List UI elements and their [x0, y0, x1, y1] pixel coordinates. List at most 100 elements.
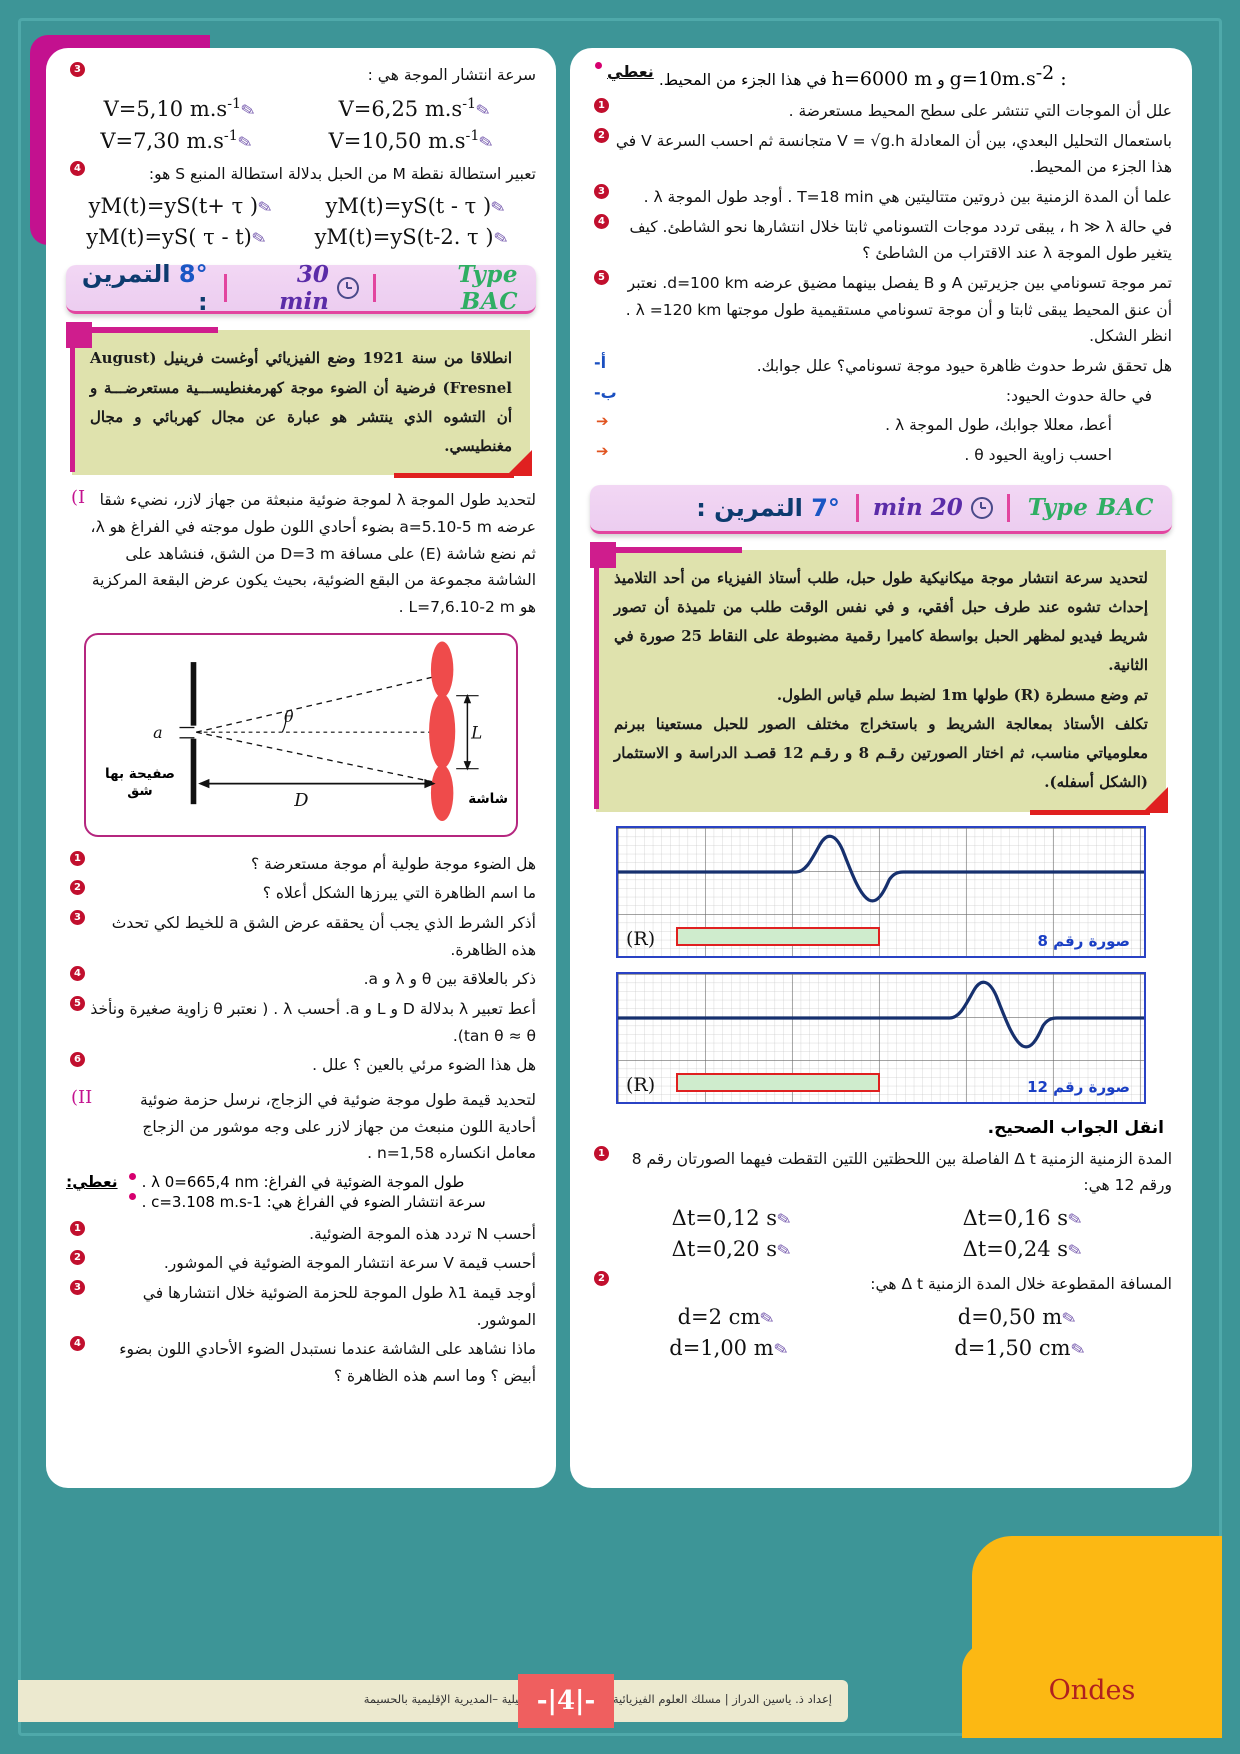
- part-2-text: لتحديد قيمة طول موجة ضوئية في الزجاج، نر…: [140, 1090, 536, 1163]
- chapter-tag-box: Ondes: [962, 1642, 1222, 1738]
- mcq-option[interactable]: yM(t)=yS(t - τ )✎: [325, 194, 508, 220]
- mcq-option[interactable]: Δt=0,12 s✎: [671, 1206, 794, 1232]
- mcq-option[interactable]: V=6,25 m.s-1✎: [338, 95, 493, 122]
- mcq-option[interactable]: yM(t)=yS( τ - t)✎: [86, 225, 269, 251]
- right-column: نعطي : g=10m.s-2 و h=6000 m في هذا الجزء…: [570, 48, 1192, 1488]
- statement-text-right: لتحديد سرعة انتشار موجة ميكانيكية طول حب…: [596, 549, 1166, 812]
- mcq-row-q4-a: yM(t)=yS(t+ τ )✎ yM(t)=yS(t - τ )✎: [66, 194, 536, 220]
- mcq-question-1: 1 المدة الزمنية الزمنية Δ t الفاصلة بين …: [590, 1145, 1172, 1199]
- pencil-icon: ✎: [489, 197, 508, 220]
- question-number: 2: [594, 1271, 609, 1286]
- mcq-option[interactable]: d=0,50 m✎: [957, 1304, 1079, 1330]
- part-2-row: II) لتحديد قيمة طول موجة ضوئية في الزجاج…: [66, 1087, 536, 1167]
- question-text: باستعمال التحليل البعدي، بين أن المعادلة…: [615, 131, 1172, 177]
- clock-icon: [336, 277, 359, 300]
- separator: [855, 493, 859, 522]
- oscillogram-svg-12: [618, 973, 1144, 1102]
- mcq-row-1b: Δt=0,20 s✎ Δt=0,24 s✎: [590, 1237, 1172, 1263]
- type-bac-label: Type BAC: [1027, 494, 1154, 522]
- mcq-row-q3-a: V=5,10 m.s-1✎ V=6,25 m.s-1✎: [66, 95, 536, 122]
- exercise-header-7: Type BAC 20 min 7° التمرين :: [590, 484, 1172, 534]
- chapter-tag-label: Ondes: [1048, 1674, 1136, 1706]
- conjunction: و: [937, 71, 945, 90]
- mcq-option[interactable]: yM(t)=yS(t+ τ )✎: [88, 194, 275, 220]
- sub-text-b: في حالة حدوث الحيود:: [1005, 386, 1152, 405]
- mcq-option[interactable]: yM(t)=yS(t-2. τ )✎: [314, 225, 510, 251]
- sub-b-item: ➔ أعط، معللا جوابك، طول الموجة λ .: [590, 412, 1172, 439]
- right-question-list: 1 علل أن الموجات التي تنتشر على سطح المح…: [590, 98, 1172, 350]
- decor-bar-red: [394, 473, 514, 479]
- part-1-label: I): [71, 487, 86, 509]
- mcq-option[interactable]: V=10,50 m.s-1✎: [328, 127, 496, 154]
- question-text-4: تعبير استطالة نقطة M من الحبل بدلالة است…: [148, 164, 536, 183]
- mcq-row-1a: Δt=0,12 s✎ Δt=0,16 s✎: [590, 1206, 1172, 1232]
- question-number: 2: [70, 1250, 85, 1266]
- question-text: أوجد قيمة λ1 طول الموجة للحزمة الضوئية خ…: [142, 1284, 536, 1329]
- arrow-bullet-icon: ➔: [596, 442, 609, 461]
- mcq-question-2: 2 المسافة المقطوعة خلال المدة الزمنية Δ …: [590, 1271, 1172, 1298]
- page-number-badge: -|4|-: [518, 1674, 614, 1728]
- question-number: 1: [594, 98, 609, 114]
- clock-icon: [970, 496, 993, 519]
- exercise-title-8: 8° التمرين :: [81, 260, 208, 317]
- pencil-icon: ✎: [1066, 1208, 1085, 1232]
- mcq-option[interactable]: Δt=0,16 s✎: [962, 1206, 1085, 1232]
- decor-bar-magenta: [88, 327, 218, 334]
- decor-triangle-red: [1142, 786, 1168, 813]
- given-item: سرعة انتشار الضوء في الفراغ هي: c=3.108 …: [141, 1192, 486, 1211]
- question-text: علل أن الموجات التي تنتشر على سطح المحيط…: [788, 102, 1172, 121]
- exercise-duration: 30 min: [241, 261, 359, 315]
- mcq-option[interactable]: V=7,30 m.s-1✎: [100, 127, 254, 154]
- question-number: 4: [70, 966, 85, 982]
- statement-box-wrapper-right: لتحديد سرعة انتشار موجة ميكانيكية طول حب…: [590, 541, 1168, 815]
- exercise-header-8: Type BAC 30 min 8° التمرين :: [66, 260, 536, 316]
- given-tail: في هذا الجزء من المحيط.: [658, 71, 827, 90]
- mcq-option[interactable]: d=1,50 cm✎: [954, 1335, 1087, 1361]
- question-number: 5: [70, 995, 85, 1011]
- sub-label-a: أ-: [594, 353, 607, 373]
- question-number: 6: [70, 1052, 85, 1068]
- question-text: في حالة h ≫ λ ، يبقى تردد موجات التسونام…: [629, 217, 1173, 263]
- mcq-option[interactable]: V=5,10 m.s-1✎: [103, 95, 258, 122]
- question-number: 1: [70, 1220, 85, 1236]
- diffraction-figure: θ a L D صفيحة بها شق شاشة: [84, 632, 518, 837]
- part-2-question-list: 1 أحسب N تردد هذه الموجة الضوئية. 2 أحسب…: [66, 1220, 536, 1390]
- ruler-label: (R): [626, 1073, 656, 1096]
- question-text: ماذا نشاهد على الشاشة عندما نستبدل الضوء…: [119, 1340, 536, 1386]
- question-text: هل الضوء موجة طولية أم موجة مستعرضة ؟: [250, 854, 536, 873]
- mcq-option[interactable]: Δt=0,20 s✎: [671, 1237, 794, 1263]
- list-item: 5 أعط تعبير λ بدلالة D و L و a. أحسب λ .…: [66, 995, 536, 1049]
- page-number: -|4|-: [536, 1686, 596, 1716]
- question-text: أحسب قيمة V سرعة انتشار الموجة الضوئية ف…: [163, 1254, 536, 1273]
- pencil-icon: ✎: [239, 99, 258, 122]
- ruler-bar: [676, 1072, 880, 1092]
- mcq-option[interactable]: Δt=0,24 s✎: [962, 1237, 1085, 1263]
- pencil-icon: ✎: [249, 228, 269, 251]
- question-text-3: سرعة انتشار الموجة هي :: [367, 66, 536, 84]
- svg-text:θ: θ: [284, 707, 294, 726]
- mcq-option[interactable]: d=2 cm✎: [677, 1304, 777, 1330]
- value-g: g=10m.s: [949, 68, 1036, 91]
- question-number: 4: [70, 1336, 85, 1352]
- question-row-3: 3 سرعة انتشار الموجة هي :: [66, 62, 536, 89]
- given-label: نعطي: [607, 62, 654, 81]
- decor-bar-magenta: [612, 546, 742, 553]
- value-h: h=6000 m: [831, 68, 933, 91]
- oscillogram-image-12: (R) صورة رقم 12: [616, 971, 1146, 1104]
- list-item: 1 أحسب N تردد هذه الموجة الضوئية.: [66, 1220, 536, 1248]
- question-text: هل هذا الضوء مرئي بالعين ؟ علل .: [312, 1056, 536, 1075]
- given-block-left: نعطي: طول الموجة الضوئية في الفراغ: λ 0=…: [66, 1172, 536, 1211]
- pencil-icon: ✎: [474, 99, 493, 122]
- mcq-option[interactable]: d=1,00 m✎: [669, 1335, 790, 1361]
- decor-bar-red: [1030, 809, 1150, 815]
- question-text: أحسب N تردد هذه الموجة الضوئية.: [309, 1224, 536, 1243]
- question-text: ما اسم الظاهرة التي يبرزها الشكل أعلاه ؟: [262, 884, 536, 903]
- question-text: تمر موجة تسونامي بين جزيرتين A و B يفصل …: [625, 274, 1172, 346]
- ruler-label: (R): [626, 927, 656, 950]
- figure-label-screen: شاشة: [468, 790, 508, 807]
- sub-text-a: هل تحقق شرط حدوث ظاهرة حيود موجة تسونامي…: [756, 357, 1172, 376]
- given-label: نعطي:: [66, 1172, 118, 1191]
- given-text: : g=10m.s-2 و h=6000 m في هذا الجزء من ا…: [658, 62, 1067, 91]
- pencil-icon: ✎: [235, 131, 254, 154]
- pencil-icon: ✎: [256, 197, 275, 220]
